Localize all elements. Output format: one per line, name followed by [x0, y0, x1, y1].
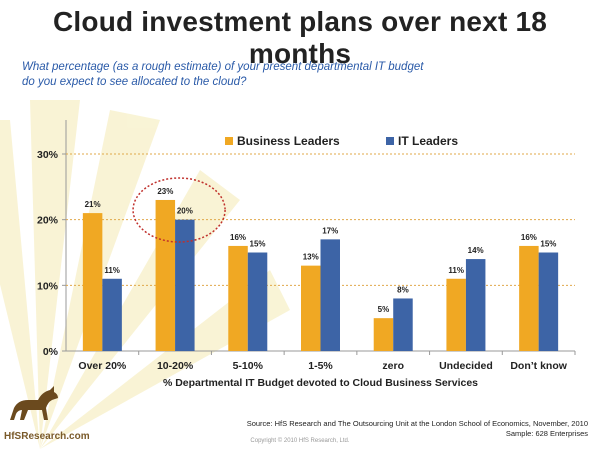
survey-question: What percentage (as a rough estimate) of…	[22, 60, 502, 90]
x-tick-label: zero	[382, 360, 404, 372]
bar-value-label: 11%	[104, 266, 120, 275]
bar-business-leaders	[155, 199, 176, 351]
source-text: Source: HfS Research and The Outsourcing…	[246, 419, 588, 428]
legend-label-it-leaders: IT Leaders	[398, 134, 458, 148]
bar-business-leaders	[228, 245, 248, 351]
bar-business-leaders	[446, 278, 466, 351]
legend-label-business-leaders: Business Leaders	[237, 134, 340, 148]
bar-it-leaders	[175, 219, 195, 351]
bar-value-label: 5%	[378, 305, 390, 314]
bar-it-leaders	[320, 239, 340, 351]
x-tick-label: 10-20%	[157, 360, 194, 372]
survey-question-line-2: do you expect to see allocated to the cl…	[22, 76, 247, 88]
horse-logo-icon	[10, 386, 58, 420]
page-title: Cloud investment plans over next 18 mont…	[52, 6, 548, 69]
bar-it-leaders	[247, 252, 268, 351]
bar-value-label: 21%	[85, 200, 101, 209]
highlight-ellipse	[132, 177, 226, 243]
bar-business-leaders	[519, 245, 539, 351]
legend-swatch-business-leaders	[225, 137, 233, 145]
bar-business-leaders	[301, 265, 321, 351]
x-tick-label: Over 20%	[78, 360, 127, 372]
y-tick-label: 20%	[37, 215, 59, 227]
survey-question-line-1: What percentage (as a rough estimate) of…	[22, 61, 424, 73]
bar-value-label: 11%	[448, 266, 464, 275]
bar-it-leaders	[102, 278, 122, 351]
bar-value-label: 14%	[468, 246, 484, 255]
logo-text: HfSResearch.com	[4, 431, 90, 442]
y-tick-label: 30%	[37, 149, 59, 161]
y-tick-label: 10%	[37, 280, 59, 292]
bar-it-leaders	[465, 259, 486, 351]
bar-business-leaders	[82, 213, 103, 351]
bar-value-label: 17%	[322, 226, 338, 235]
bar-it-leaders	[393, 298, 413, 351]
bar-value-label: 20%	[177, 207, 193, 216]
bar-value-label: 16%	[230, 233, 246, 242]
bar-business-leaders	[373, 318, 394, 351]
x-tick-label: Don’t know	[510, 360, 567, 372]
bar-chart: 0% 10% 20% 30% 21% 11% Over 20% 23% 20% 10-20% 16%…	[37, 120, 576, 389]
legend-swatch-it-leaders	[386, 137, 394, 145]
y-tick-label: 0%	[43, 346, 59, 358]
bar-value-label: 23%	[157, 187, 173, 196]
bar-value-label: 16%	[521, 233, 537, 242]
x-axis-title: % Departmental IT Budget devoted to Clou…	[163, 377, 478, 389]
source-note: Source: HfS Research and The Outsourcing…	[247, 419, 588, 439]
copyright-text: Copyright © 2010 HfS Research, Ltd.	[250, 438, 350, 444]
x-tick-label: Undecided	[439, 360, 493, 372]
bar-value-label: 15%	[250, 240, 266, 249]
sample-text: Sample: 628 Enterprises	[505, 429, 588, 438]
bar-value-label: 8%	[397, 285, 409, 294]
bar-value-label: 13%	[303, 253, 319, 262]
bar-value-label: 15%	[540, 240, 556, 249]
bar-it-leaders	[538, 252, 559, 351]
x-tick-label: 1-5%	[308, 360, 333, 372]
x-tick-label: 5-10%	[233, 360, 264, 372]
